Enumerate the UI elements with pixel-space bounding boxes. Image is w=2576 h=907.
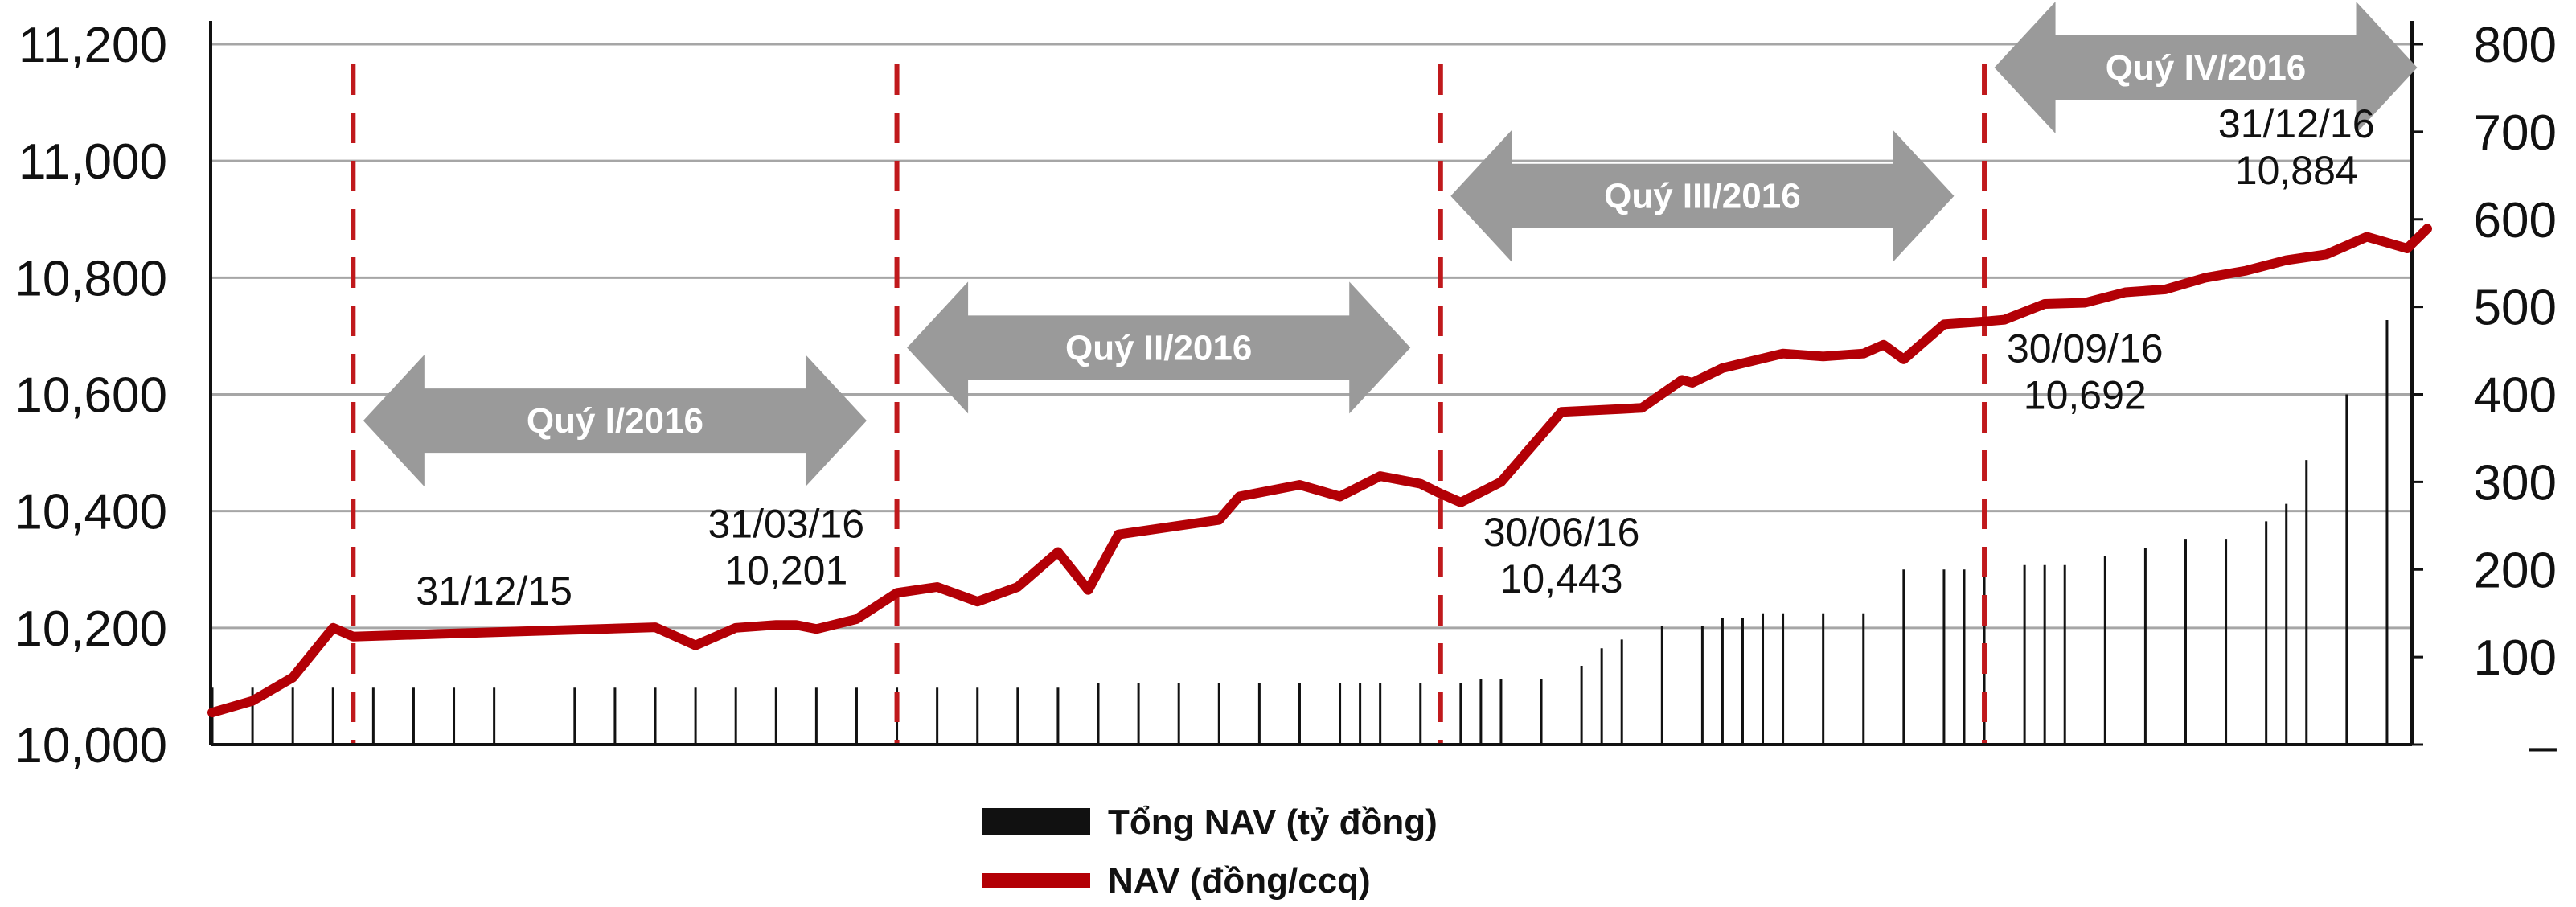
annotation-label: 10,201 — [724, 548, 847, 593]
right-tick-label: 700 — [2474, 105, 2557, 161]
legend: Tổng NAV (tỷ đồng) NAV (đồng/ccq) — [982, 802, 1438, 901]
nav-per-unit-line — [207, 224, 2432, 718]
annotation-label: 31/12/15 — [416, 568, 572, 614]
right-tick-label: 100 — [2474, 630, 2557, 686]
legend-bar-swatch — [982, 808, 1090, 835]
quarter-arrows: Quý I/2016 Quý II/2016 Quý III/2016 Quý IV/… — [363, 2, 2418, 487]
legend-line-label: NAV (đồng/ccq) — [1108, 861, 1371, 901]
nav-line — [207, 224, 2432, 718]
legend-bar-label: Tổng NAV (tỷ đồng) — [1108, 802, 1438, 842]
left-tick-label: 10,200 — [14, 601, 167, 657]
right-tick-label: 300 — [2474, 455, 2557, 511]
left-tick-label: 11,000 — [18, 134, 167, 190]
annotation-label: 30/09/16 — [2007, 326, 2164, 371]
right-tick-label: – — [2529, 718, 2558, 774]
right-tick-label: 500 — [2474, 281, 2557, 336]
annotation-label: 31/12/16 — [2218, 101, 2375, 146]
right-tick-label: 400 — [2474, 368, 2557, 424]
quarter-arrow — [1994, 2, 2418, 134]
left-tick-label: 11,200 — [18, 18, 167, 73]
quarter-label: Quý IV/2016 — [2106, 48, 2306, 88]
left-tick-label: 10,400 — [14, 485, 167, 540]
quarter-arrow — [1450, 129, 1955, 262]
axes: 10,000 10,200 10,400 10,600 10,800 11,000 11,2… — [14, 18, 2557, 774]
left-tick-label: 10,800 — [14, 251, 167, 306]
left-tick-label: 10,600 — [14, 368, 167, 424]
quarter-dividers — [351, 64, 1987, 745]
quarter-label: Quý III/2016 — [1604, 177, 1801, 216]
annotation-label: 10,884 — [2235, 148, 2358, 193]
quarter-label: Quý I/2016 — [527, 401, 703, 441]
annotation-label: 10,443 — [1500, 556, 1623, 601]
right-tick-label: 800 — [2474, 18, 2557, 73]
annotation-label: 30/06/16 — [1483, 510, 1640, 555]
annotation-label: 10,692 — [2024, 373, 2147, 418]
quarter-label: Quý II/2016 — [1065, 328, 1252, 367]
left-tick-label: 10,000 — [14, 718, 167, 774]
annotation-label: 31/03/16 — [708, 501, 864, 546]
right-tick-label: 200 — [2474, 543, 2557, 598]
right-tick-label: 600 — [2474, 193, 2557, 248]
quarter-arrow — [363, 355, 867, 487]
quarter-arrow — [907, 281, 1411, 414]
